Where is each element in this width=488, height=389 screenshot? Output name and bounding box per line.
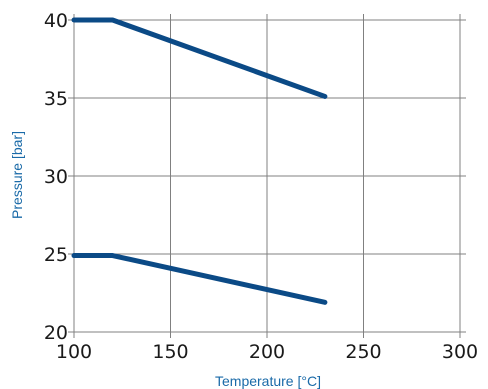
x-tick-label: 150 [152,341,188,363]
x-tick-label: 100 [56,341,92,363]
tick-labels: 100 150 200 250 300 20 25 30 35 40 [44,10,478,363]
y-tick-label: 20 [44,322,68,344]
x-tick-label: 250 [345,341,381,363]
y-tick-label: 35 [44,88,68,110]
y-tick-label: 40 [44,10,68,32]
y-axis-title: Pressure [bar] [9,131,25,219]
x-tick-label: 200 [249,341,285,363]
x-axis-title: Temperature [°C] [215,373,321,389]
y-tick-label: 25 [44,244,68,266]
grid [68,14,466,338]
series-line-2 [71,253,328,305]
x-tick-label: 300 [442,341,478,363]
y-tick-label: 30 [44,166,68,188]
series-line-1 [71,17,328,99]
series-layer [71,17,328,305]
